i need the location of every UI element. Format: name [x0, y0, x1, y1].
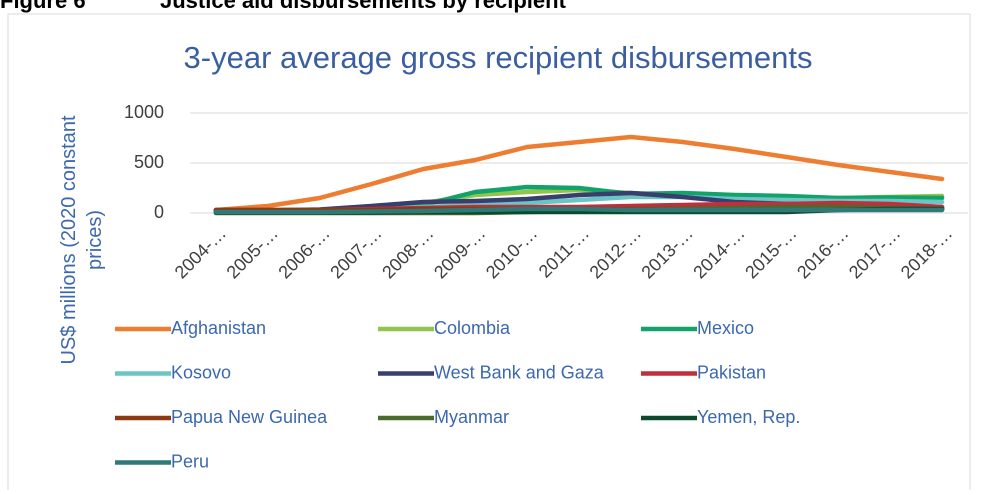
series-line [213, 134, 945, 213]
legend-label: West Bank and Gaza [434, 362, 605, 382]
legend-label: Kosovo [171, 362, 231, 382]
figure-label: Figure 6 [0, 0, 86, 13]
y-axis-title: US$ millions (2020 constant prices) [58, 115, 106, 364]
legend-label: Yemen, Rep. [697, 407, 800, 427]
legend-label: Peru [171, 451, 209, 471]
series-line [213, 206, 945, 215]
y-tick-label: 1000 [124, 102, 164, 122]
legend-label: Colombia [434, 318, 511, 338]
legend-label: Mexico [697, 318, 754, 338]
chart-title: 3-year average gross recipient disbursem… [184, 40, 813, 75]
y-axis-title-line: prices) [84, 210, 106, 270]
y-tick-label: 0 [154, 202, 164, 222]
chart-frame [7, 13, 971, 495]
legend-label: Pakistan [697, 362, 766, 382]
y-tick-label: 500 [134, 152, 164, 172]
legend-label: Papua New Guinea [171, 407, 328, 427]
figure-title: Justice aid disbursements by recipient [160, 0, 567, 13]
legend-label: Afghanistan [171, 318, 266, 338]
legend-label: Myanmar [434, 407, 509, 427]
y-axis-title-line: US$ millions (2020 constant [58, 115, 80, 364]
